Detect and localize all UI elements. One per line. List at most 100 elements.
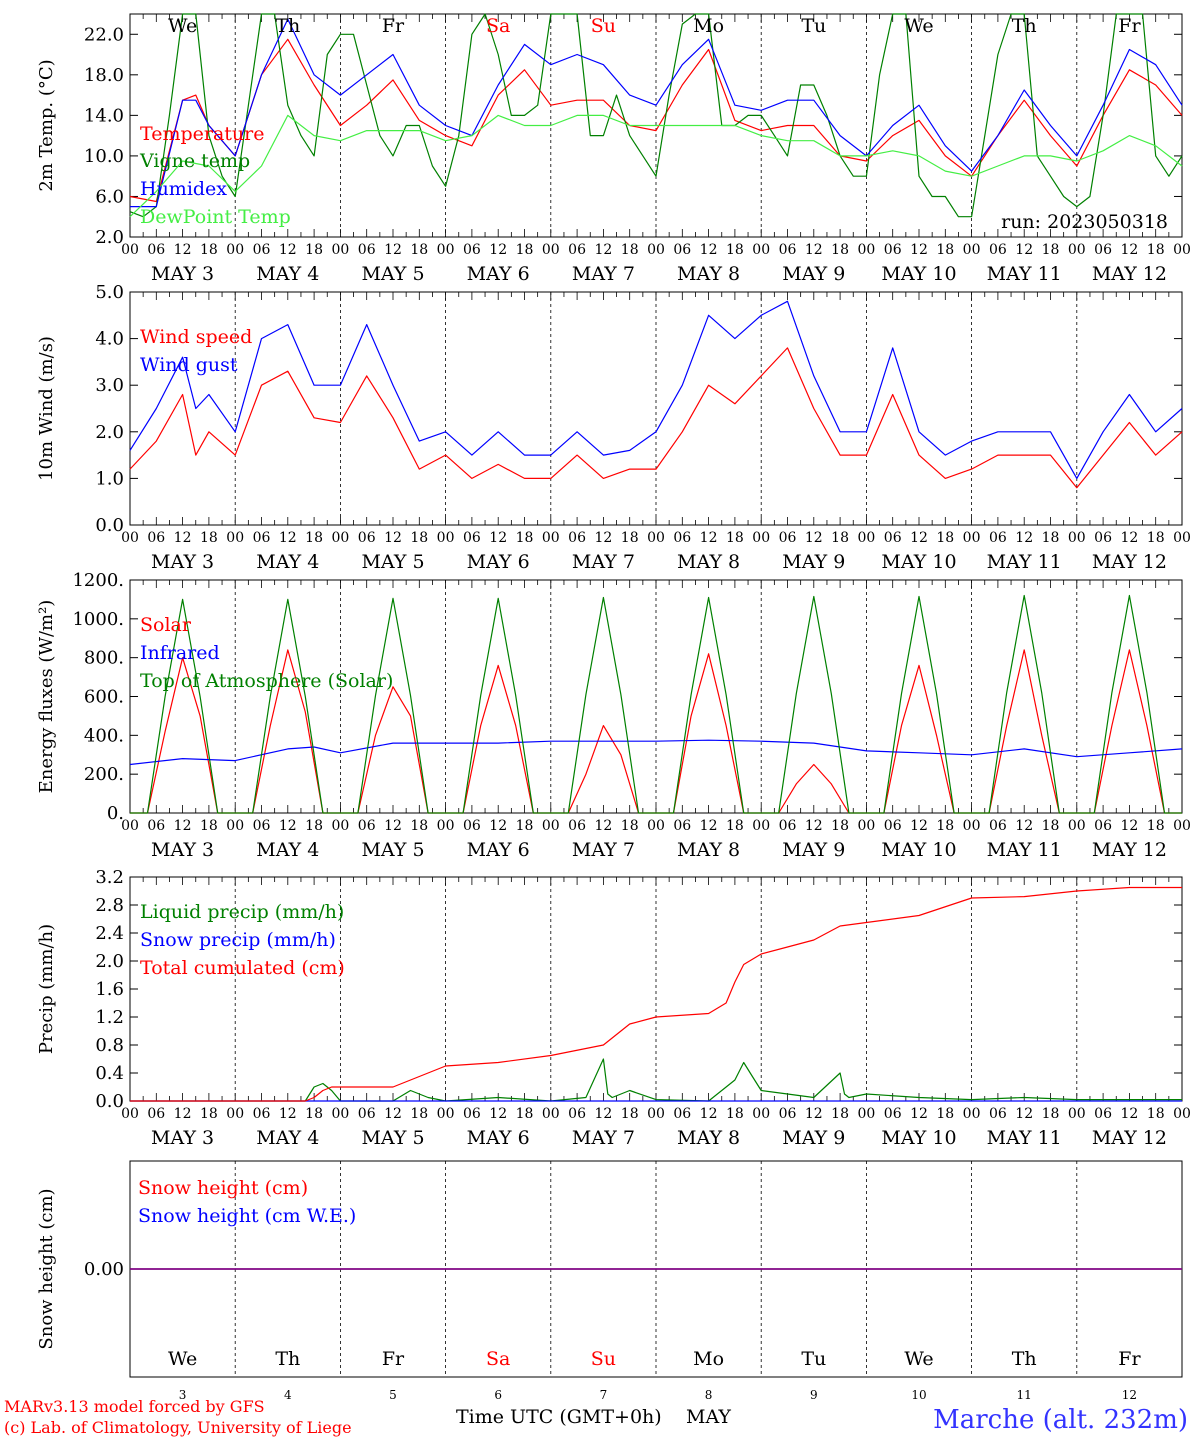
weekday-label: Mo bbox=[693, 1348, 724, 1370]
hour-label: 18 bbox=[200, 818, 218, 834]
hour-label: 18 bbox=[200, 242, 218, 258]
legend-entry: Wind gust bbox=[140, 354, 238, 376]
hour-label: 06 bbox=[568, 818, 586, 834]
date-label: MAY 6 bbox=[467, 1127, 530, 1149]
hour-label: 00 bbox=[331, 530, 349, 546]
hour-label: 12 bbox=[489, 818, 507, 834]
hour-label: 06 bbox=[147, 242, 165, 258]
hour-label: 18 bbox=[726, 530, 744, 546]
hour-label: 06 bbox=[1094, 242, 1112, 258]
date-label: MAY 10 bbox=[881, 1127, 956, 1149]
weekday-label: We bbox=[168, 1348, 197, 1370]
weekday-label: We bbox=[168, 15, 197, 37]
date-label: MAY 6 bbox=[467, 263, 530, 285]
weekday-label: Mo bbox=[693, 15, 724, 37]
energy-panel: 0. 200. 400. 600. 800. 1000. 1200. Energy fluxe… bbox=[36, 570, 1191, 861]
y-axis-label: Snow height (cm) bbox=[36, 1188, 57, 1349]
hour-label: 00 bbox=[437, 242, 455, 258]
y-tick-label: 2.0 bbox=[95, 951, 124, 972]
hour-label: 18 bbox=[621, 818, 639, 834]
date-label: MAY 5 bbox=[361, 839, 424, 861]
wind-panel: 0.0 1.0 2.0 3.0 4.0 5.0 10m Wind (m/s) Wind spe… bbox=[36, 282, 1191, 573]
date-label: MAY 12 bbox=[1092, 1127, 1167, 1149]
run-label: run: 2023050318 bbox=[1001, 211, 1168, 233]
hour-label: 00 bbox=[1173, 1106, 1191, 1122]
y-tick-label: 1000. bbox=[72, 609, 124, 630]
y-tick-label: 2.4 bbox=[95, 923, 124, 944]
day-number-label: 8 bbox=[705, 1388, 713, 1402]
hour-label: 12 bbox=[384, 1106, 402, 1122]
y-tick-label: 800. bbox=[84, 648, 124, 669]
hour-label: 06 bbox=[147, 818, 165, 834]
y-tick-label: 10.0 bbox=[84, 146, 124, 167]
hour-label: 18 bbox=[516, 242, 534, 258]
hour-label: 18 bbox=[516, 818, 534, 834]
hour-label: 06 bbox=[463, 242, 481, 258]
hour-label: 06 bbox=[147, 530, 165, 546]
hour-label: 12 bbox=[910, 818, 928, 834]
date-label: MAY 11 bbox=[987, 1127, 1062, 1149]
hour-label: 06 bbox=[463, 818, 481, 834]
weekday-label: Su bbox=[591, 1348, 616, 1370]
y-tick-label: 1.2 bbox=[95, 1007, 124, 1028]
weekday-label: Fr bbox=[1118, 1348, 1141, 1370]
hour-label: 06 bbox=[673, 530, 691, 546]
series-line bbox=[130, 886, 1182, 1102]
weekday-label: We bbox=[904, 15, 933, 37]
hour-label: 00 bbox=[963, 530, 981, 546]
date-label: MAY 7 bbox=[572, 551, 635, 573]
hour-label: 00 bbox=[121, 530, 139, 546]
hour-label: 00 bbox=[963, 1106, 981, 1122]
hour-label: 06 bbox=[253, 530, 271, 546]
series-line bbox=[129, 13, 1183, 218]
hour-label: 12 bbox=[279, 1106, 297, 1122]
y-tick-label: 0.8 bbox=[95, 1035, 124, 1056]
hour-label: 12 bbox=[1015, 530, 1033, 546]
hour-label: 12 bbox=[174, 242, 192, 258]
hour-label: 18 bbox=[1147, 1106, 1165, 1122]
day-number-label: 12 bbox=[1122, 1388, 1137, 1402]
hour-label: 06 bbox=[673, 818, 691, 834]
footer: MARv3.13 model forced by GFS (c) Lab. of… bbox=[4, 1397, 1188, 1437]
weekday-label: Sa bbox=[486, 15, 510, 37]
hour-label: 00 bbox=[542, 242, 560, 258]
hour-label: 12 bbox=[805, 242, 823, 258]
hour-label: 12 bbox=[489, 530, 507, 546]
hour-label: 12 bbox=[279, 242, 297, 258]
hour-label: 12 bbox=[910, 242, 928, 258]
hour-label: 00 bbox=[121, 242, 139, 258]
hour-label: 06 bbox=[673, 242, 691, 258]
hour-label: 18 bbox=[936, 242, 954, 258]
hour-label: 00 bbox=[1068, 1106, 1086, 1122]
y-tick-label: 14.0 bbox=[84, 105, 124, 126]
y-axis-label: 10m Wind (m/s) bbox=[36, 336, 57, 481]
day-number-label: 5 bbox=[389, 1388, 397, 1402]
hour-label: 12 bbox=[174, 818, 192, 834]
y-tick-label: 18.0 bbox=[84, 65, 124, 86]
date-label: MAY 11 bbox=[987, 263, 1062, 285]
hour-label: 18 bbox=[726, 1106, 744, 1122]
date-label: MAY 7 bbox=[572, 839, 635, 861]
day-number-label: 11 bbox=[1017, 1388, 1032, 1402]
series-line bbox=[129, 300, 1183, 479]
weekday-label: Th bbox=[1012, 15, 1037, 37]
y-tick-label: 2.8 bbox=[95, 895, 124, 916]
hour-label: 00 bbox=[331, 818, 349, 834]
date-label: MAY 9 bbox=[782, 551, 845, 573]
weekday-label: Sa bbox=[486, 1348, 510, 1370]
date-label: MAY 3 bbox=[151, 551, 214, 573]
precip-panel: 0.0 0.4 0.8 1.2 1.6 2.0 2.4 2.8 3.2 Precip (mm/h)… bbox=[36, 867, 1191, 1149]
hour-label: 12 bbox=[700, 530, 718, 546]
hour-label: 06 bbox=[989, 1106, 1007, 1122]
hour-label: 06 bbox=[1094, 530, 1112, 546]
hour-label: 18 bbox=[200, 1106, 218, 1122]
hour-label: 06 bbox=[1094, 818, 1112, 834]
hour-label: 06 bbox=[147, 1106, 165, 1122]
date-label: MAY 11 bbox=[987, 551, 1062, 573]
weekday-label: Th bbox=[1012, 1348, 1037, 1370]
date-label: MAY 4 bbox=[256, 263, 319, 285]
hour-label: 18 bbox=[1042, 818, 1060, 834]
hour-label: 06 bbox=[779, 530, 797, 546]
hour-label: 00 bbox=[1068, 818, 1086, 834]
